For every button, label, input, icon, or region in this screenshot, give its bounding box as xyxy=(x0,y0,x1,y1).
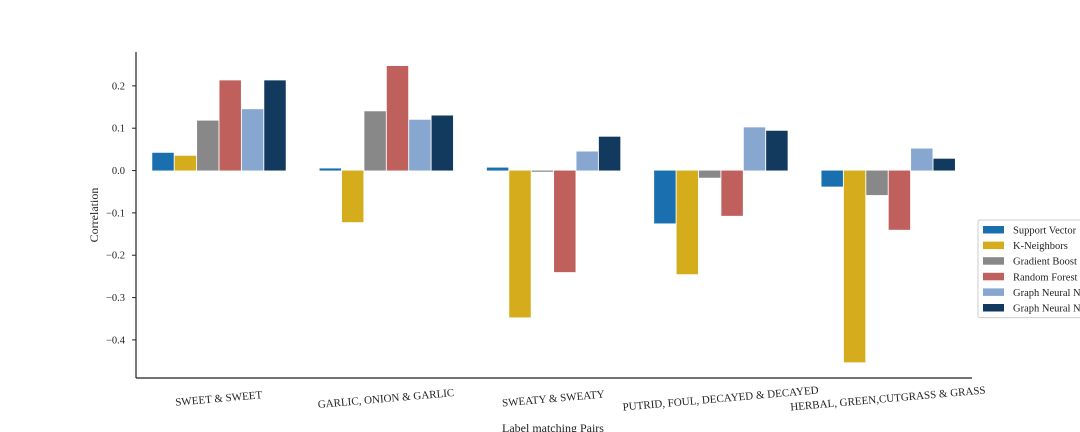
bar-series1-cat3 xyxy=(486,167,509,171)
y-tick-label: −0.2 xyxy=(106,251,125,262)
bar-series4-cat3 xyxy=(554,170,576,273)
bar-series4-cat4 xyxy=(721,170,743,216)
bar-series2-cat1 xyxy=(174,155,197,171)
bar-series3-cat4 xyxy=(698,170,721,178)
bar-series1-cat2 xyxy=(319,168,342,171)
bar-series4-cat5 xyxy=(888,170,911,230)
bar-series3-cat3 xyxy=(531,170,554,172)
bar-series4-cat1 xyxy=(219,80,241,171)
legend-swatch xyxy=(983,272,1004,281)
y-tick-label: 0.1 xyxy=(112,124,125,135)
legend-label: Graph Neural N xyxy=(1013,288,1080,299)
x-tick-labels-group: SWEET & SWEET GARLIC, ONION & GARLIC SWEAT… xyxy=(175,384,986,413)
legend-swatch xyxy=(983,241,1004,250)
legend-swatch xyxy=(983,226,1004,234)
bar-series5-cat4 xyxy=(743,127,766,171)
legend-label: Random Forest xyxy=(1013,272,1078,283)
bar-series3-cat2 xyxy=(364,111,386,171)
bar-series5-cat3 xyxy=(576,151,598,171)
y-tick-label: −0.3 xyxy=(106,293,125,304)
y-tick-label: 0.2 xyxy=(112,81,125,92)
legend-swatch xyxy=(983,304,1004,312)
x-tick-label: GARLIC, ONION & GARLIC xyxy=(317,387,454,411)
x-tick-label: HERBAL, GREEN,CUTGRASS & GRASS xyxy=(790,384,986,413)
bar-series6-cat5 xyxy=(933,158,955,171)
y-tick-label: 0.0 xyxy=(112,166,125,177)
x-tick-label: SWEATY & SWEATY xyxy=(502,389,606,410)
legend-swatch xyxy=(983,288,1004,296)
legend-label: Support Vector xyxy=(1013,226,1077,237)
bar-series3-cat1 xyxy=(197,120,219,171)
axes-group xyxy=(135,52,972,379)
x-axis-title: Label matching Pairs xyxy=(502,421,604,432)
bar-series1-cat1 xyxy=(152,152,174,171)
bar-series2-cat5 xyxy=(843,170,866,363)
legend-swatch xyxy=(983,257,1004,265)
y-tick-label: −0.1 xyxy=(106,208,125,219)
bar-series1-cat4 xyxy=(654,170,676,224)
y-tick-label: −0.4 xyxy=(106,335,126,346)
bar-series2-cat2 xyxy=(341,170,364,223)
legend-label: K-Neighbors xyxy=(1013,241,1068,252)
bar-series6-cat4 xyxy=(766,130,788,171)
legend-label: Gradient Boost xyxy=(1013,257,1077,268)
y-axis-title: Correlation xyxy=(87,188,101,243)
bar-series5-cat2 xyxy=(409,119,431,171)
bar-series2-cat4 xyxy=(676,170,699,275)
bar-series4-cat2 xyxy=(386,65,409,171)
legend-label: Graph Neural N xyxy=(1013,304,1080,315)
x-tick-label: SWEET & SWEET xyxy=(175,389,263,409)
bar-series6-cat3 xyxy=(598,136,621,171)
bar-series1-cat5 xyxy=(821,170,843,187)
legend: Support Vector K-Neighbors Gradient Boost R… xyxy=(977,219,1080,319)
bar-series5-cat5 xyxy=(911,148,933,171)
y-ticks-group: 0.2 0.1 0.0 −0.1 −0.2 −0.3 −0.4 xyxy=(106,81,136,346)
bar-series5-cat1 xyxy=(241,109,264,171)
bar-series2-cat3 xyxy=(509,170,531,318)
bar-series6-cat2 xyxy=(431,115,454,171)
bar-series3-cat5 xyxy=(866,170,888,196)
bars-group xyxy=(152,65,955,363)
bar-series6-cat1 xyxy=(264,80,286,171)
